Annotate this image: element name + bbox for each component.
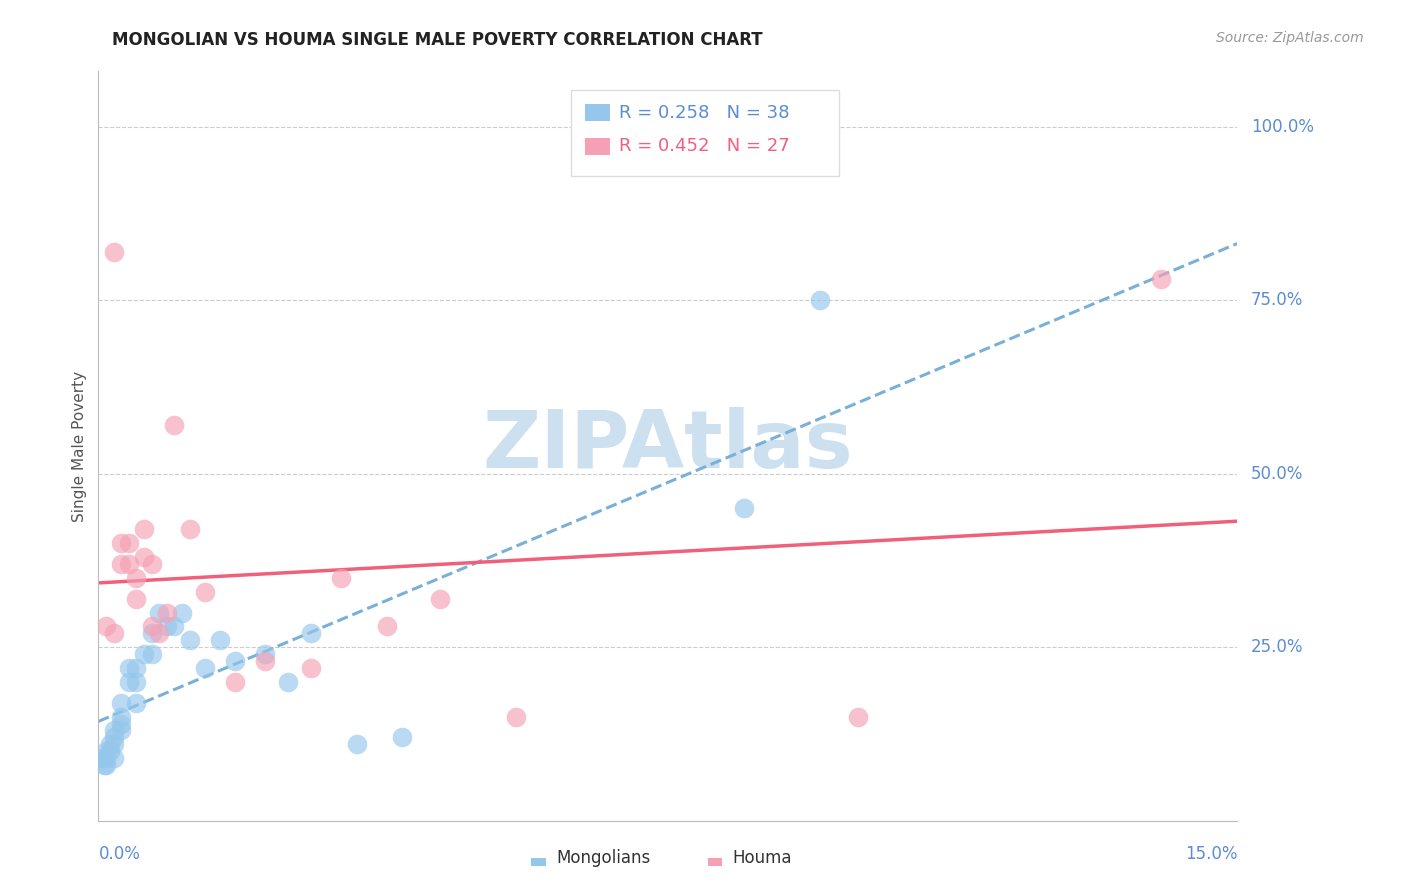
Point bbox=[98, 744, 121, 758]
Point bbox=[1150, 272, 1173, 286]
Text: 25.0%: 25.0% bbox=[1251, 638, 1303, 657]
Point bbox=[299, 626, 322, 640]
Point bbox=[141, 626, 163, 640]
Point bbox=[299, 661, 322, 675]
Point bbox=[125, 674, 148, 689]
Y-axis label: Single Male Poverty: Single Male Poverty bbox=[72, 370, 87, 522]
Point bbox=[429, 591, 451, 606]
Text: R = 0.452   N = 27: R = 0.452 N = 27 bbox=[619, 137, 790, 155]
Point bbox=[110, 709, 132, 723]
Point bbox=[118, 536, 141, 550]
Point bbox=[103, 731, 125, 745]
Point bbox=[94, 758, 117, 772]
Point bbox=[141, 647, 163, 661]
Point bbox=[141, 619, 163, 633]
Point bbox=[125, 571, 148, 585]
Point bbox=[118, 661, 141, 675]
Point bbox=[93, 758, 115, 772]
Point bbox=[141, 557, 163, 571]
Point bbox=[391, 731, 413, 745]
Text: Mongolians: Mongolians bbox=[557, 849, 651, 867]
Point bbox=[94, 619, 117, 633]
Text: Houma: Houma bbox=[733, 849, 792, 867]
Point bbox=[208, 633, 231, 648]
Point bbox=[110, 536, 132, 550]
Text: 100.0%: 100.0% bbox=[1251, 118, 1315, 136]
Point bbox=[125, 661, 148, 675]
Text: 75.0%: 75.0% bbox=[1251, 292, 1303, 310]
Point bbox=[254, 654, 277, 668]
Text: 0.0%: 0.0% bbox=[98, 845, 141, 863]
Text: R = 0.258   N = 38: R = 0.258 N = 38 bbox=[619, 103, 789, 121]
Point bbox=[163, 619, 186, 633]
Point bbox=[148, 626, 170, 640]
Point bbox=[132, 647, 155, 661]
Point bbox=[330, 571, 353, 585]
Point bbox=[103, 737, 125, 751]
Bar bbox=[585, 104, 610, 120]
Text: MONGOLIAN VS HOUMA SINGLE MALE POVERTY CORRELATION CHART: MONGOLIAN VS HOUMA SINGLE MALE POVERTY C… bbox=[112, 31, 763, 49]
Text: 50.0%: 50.0% bbox=[1251, 465, 1303, 483]
Point bbox=[346, 737, 368, 751]
Point bbox=[94, 751, 117, 765]
Point bbox=[194, 661, 217, 675]
Point bbox=[194, 584, 217, 599]
Text: ZIPAtlas: ZIPAtlas bbox=[482, 407, 853, 485]
Point bbox=[110, 723, 132, 738]
Point bbox=[808, 293, 831, 308]
Point bbox=[148, 606, 170, 620]
Point bbox=[277, 674, 299, 689]
Point bbox=[103, 626, 125, 640]
FancyBboxPatch shape bbox=[571, 90, 839, 177]
Text: 15.0%: 15.0% bbox=[1185, 845, 1237, 863]
Point bbox=[118, 557, 141, 571]
Point bbox=[163, 418, 186, 433]
Point bbox=[118, 674, 141, 689]
Point bbox=[505, 709, 527, 723]
Point bbox=[179, 633, 201, 648]
Point bbox=[110, 696, 132, 710]
Point bbox=[170, 606, 193, 620]
Point bbox=[846, 709, 869, 723]
Point bbox=[224, 654, 246, 668]
Bar bbox=[707, 857, 723, 865]
Point bbox=[110, 716, 132, 731]
Point bbox=[375, 619, 398, 633]
Point bbox=[103, 723, 125, 738]
Point bbox=[125, 696, 148, 710]
Point bbox=[110, 557, 132, 571]
Point bbox=[98, 737, 121, 751]
Point bbox=[156, 619, 179, 633]
Point bbox=[125, 591, 148, 606]
Bar bbox=[585, 138, 610, 154]
Point bbox=[103, 244, 125, 259]
Point bbox=[132, 549, 155, 564]
Point bbox=[91, 751, 114, 765]
Point bbox=[132, 522, 155, 536]
Point bbox=[94, 744, 117, 758]
Point bbox=[254, 647, 277, 661]
Point bbox=[733, 501, 755, 516]
Point bbox=[179, 522, 201, 536]
Point bbox=[156, 606, 179, 620]
Bar bbox=[531, 857, 546, 865]
Point bbox=[224, 674, 246, 689]
Text: Source: ZipAtlas.com: Source: ZipAtlas.com bbox=[1216, 31, 1364, 45]
Point bbox=[103, 751, 125, 765]
